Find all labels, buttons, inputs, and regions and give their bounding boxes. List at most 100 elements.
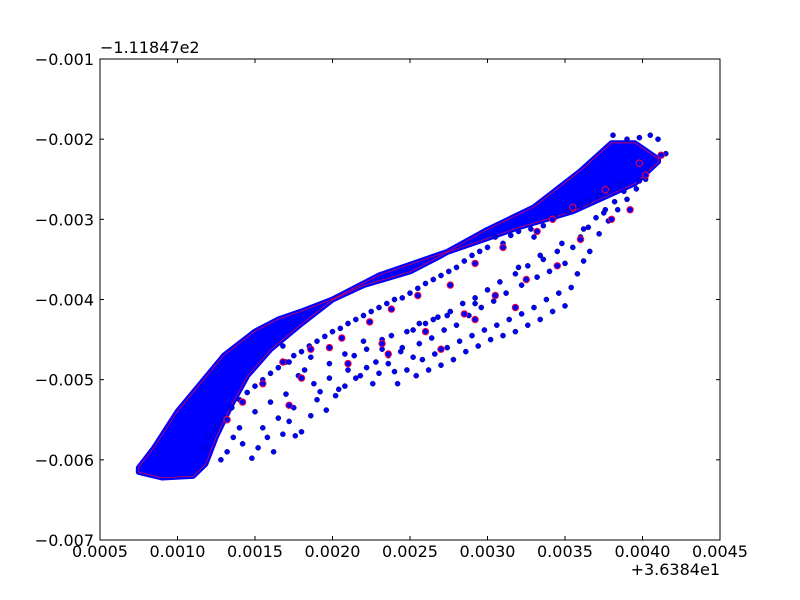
data-point xyxy=(469,332,475,339)
x-axis: 0.0005 0.0010 0.0015 0.0020 0.0025 0.0030 0.00… xyxy=(72,59,748,561)
data-point xyxy=(202,444,209,451)
y-tick-label: −0.003 xyxy=(35,210,94,229)
data-point xyxy=(441,327,447,333)
contour-point xyxy=(384,350,392,358)
data-point xyxy=(357,372,364,379)
y-axis-offset-label: −1.11847e2 xyxy=(100,38,200,57)
data-layer xyxy=(135,132,669,481)
data-point xyxy=(655,136,661,142)
data-point xyxy=(307,412,314,419)
data-point xyxy=(587,248,593,255)
data-point xyxy=(369,380,376,387)
contour-point xyxy=(259,380,267,388)
contour-point xyxy=(414,291,422,300)
contour-point xyxy=(522,275,530,284)
data-point xyxy=(301,367,308,373)
plot-area: 0.0005 0.0010 0.0015 0.0020 0.0025 0.0030 0.00… xyxy=(35,50,748,561)
data-point xyxy=(450,356,457,363)
y-tick-label: −0.004 xyxy=(35,291,94,310)
data-point xyxy=(611,198,618,205)
data-point xyxy=(525,322,531,329)
data-point xyxy=(453,322,460,329)
contour-point xyxy=(576,235,585,244)
data-point xyxy=(438,362,444,369)
data-point xyxy=(518,311,525,317)
contour-point xyxy=(511,303,520,312)
data-point xyxy=(540,222,547,229)
x-tick-label: 0.0015 xyxy=(227,542,283,561)
data-point xyxy=(307,354,314,361)
data-point xyxy=(497,279,503,285)
data-point xyxy=(512,328,519,335)
data-point xyxy=(528,226,534,232)
contour-point xyxy=(223,416,231,424)
data-point xyxy=(345,320,351,327)
x-tick-label: 0.0025 xyxy=(382,542,438,561)
data-point xyxy=(404,367,410,373)
data-point xyxy=(255,444,261,451)
contour-point xyxy=(285,401,293,409)
data-point xyxy=(228,404,235,411)
data-point xyxy=(244,389,250,396)
contour-point xyxy=(421,327,430,336)
data-point xyxy=(280,431,286,438)
data-point xyxy=(230,434,237,441)
data-point xyxy=(376,370,382,377)
contour-point xyxy=(499,243,507,252)
contour-point xyxy=(325,343,334,352)
y-tick-label: −0.006 xyxy=(35,451,94,470)
data-point xyxy=(337,325,344,332)
data-point xyxy=(506,316,513,323)
data-point xyxy=(531,234,537,240)
x-axis-offset-label: +3.6384e1 xyxy=(631,560,720,579)
data-point xyxy=(317,388,323,395)
contour-point xyxy=(657,151,665,159)
data-point xyxy=(537,252,544,259)
contour-point xyxy=(238,398,247,406)
data-point xyxy=(614,206,621,213)
data-point xyxy=(636,134,643,141)
data-point xyxy=(580,258,587,264)
data-point xyxy=(476,248,483,255)
x-tick-label: 0.0030 xyxy=(460,542,516,561)
data-point xyxy=(252,408,258,415)
data-point xyxy=(292,432,299,439)
data-point xyxy=(391,368,398,375)
data-point xyxy=(624,196,630,203)
data-point xyxy=(430,276,437,283)
data-point xyxy=(534,274,540,280)
data-point xyxy=(515,228,522,235)
data-point xyxy=(314,396,320,403)
data-point xyxy=(574,270,581,277)
data-point xyxy=(633,186,640,192)
data-point xyxy=(616,180,623,187)
data-point xyxy=(259,424,266,431)
data-point xyxy=(546,268,553,275)
y-tick-label: −0.005 xyxy=(35,371,94,390)
contour-point xyxy=(387,305,396,313)
data-point xyxy=(283,391,289,397)
data-point xyxy=(267,370,274,377)
contour-point xyxy=(569,203,577,212)
data-point xyxy=(286,359,292,365)
data-point xyxy=(554,248,561,255)
data-point xyxy=(577,202,584,209)
data-point xyxy=(469,252,475,259)
contour-point xyxy=(548,215,557,224)
data-point xyxy=(428,335,435,341)
data-point xyxy=(490,298,497,304)
data-point xyxy=(570,244,576,251)
data-point xyxy=(624,136,630,142)
data-point xyxy=(385,360,392,367)
x-tick-label: 0.0045 xyxy=(692,542,748,561)
data-point xyxy=(410,327,416,333)
data-point xyxy=(445,268,452,275)
data-point xyxy=(435,314,441,320)
data-point xyxy=(363,346,370,353)
data-point xyxy=(596,192,602,199)
data-point xyxy=(478,304,485,311)
data-point xyxy=(444,344,451,351)
contour-point xyxy=(471,259,479,268)
data-point xyxy=(484,287,491,293)
y-tick-label: −0.007 xyxy=(35,531,94,550)
